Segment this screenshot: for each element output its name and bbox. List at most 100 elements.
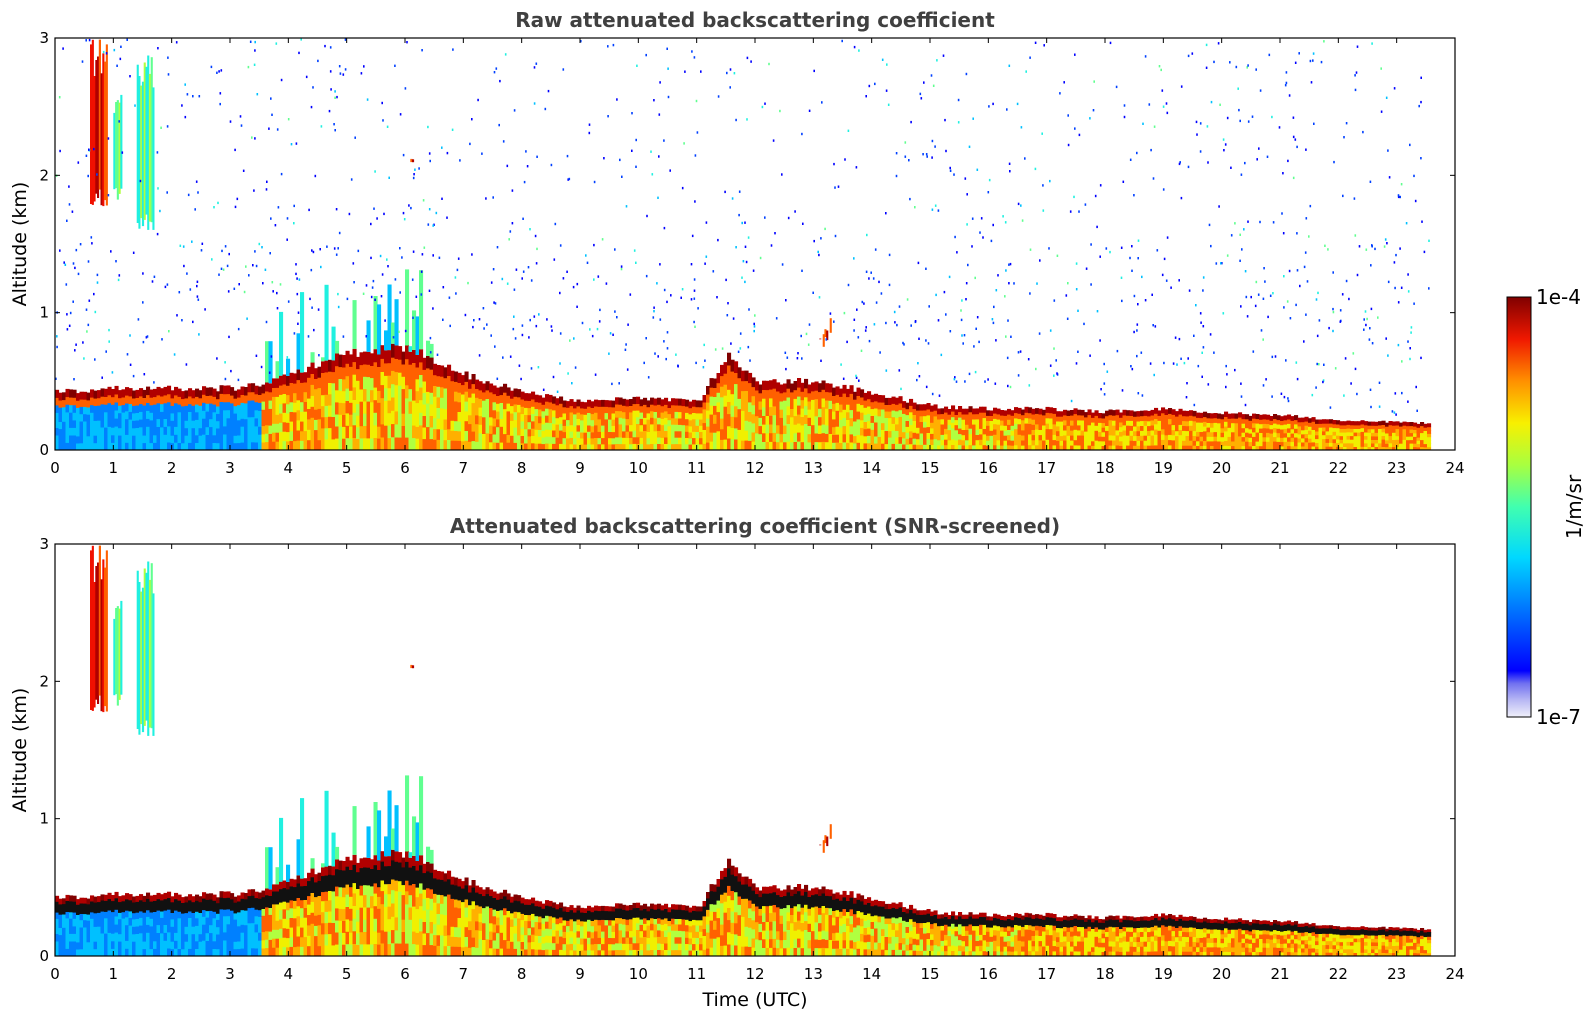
noise-cell <box>730 342 732 345</box>
aerosol-cell <box>1070 420 1075 426</box>
noise-cell <box>1294 138 1297 141</box>
noise-cell <box>1391 410 1394 413</box>
aerosol-cell <box>804 423 809 433</box>
noise-cell <box>415 295 418 298</box>
noise-cell <box>120 45 122 48</box>
aerosol-cell <box>1339 432 1344 437</box>
noise-cell <box>738 213 740 217</box>
aerosol-cell <box>510 427 515 436</box>
aerosol-cell <box>408 351 413 365</box>
noise-cell <box>1161 89 1164 92</box>
aerosol-cell <box>821 415 826 425</box>
aerosol-cell <box>380 410 385 425</box>
aerosol-cell <box>657 430 662 438</box>
aerosol-cell <box>1367 428 1372 433</box>
aerosol-cell <box>814 390 819 400</box>
aerosol-cell <box>1392 432 1397 437</box>
aerosol-cell <box>202 908 207 917</box>
aerosol-cell <box>107 426 112 435</box>
noise-cell <box>787 216 790 220</box>
aerosol-cell <box>1031 408 1036 415</box>
noise-cell <box>1244 161 1246 165</box>
aerosol-cell <box>737 429 742 441</box>
aerosol-cell <box>394 397 399 412</box>
aerosol-cell <box>244 402 249 412</box>
aerosol-cell <box>951 416 956 423</box>
cloud-cell <box>150 57 153 223</box>
plume-cell <box>391 322 396 344</box>
noise-cell <box>270 217 272 220</box>
aerosol-cell <box>1024 433 1029 440</box>
cloud-cell <box>118 102 121 194</box>
noise-cell <box>666 300 668 304</box>
aerosol-cell <box>1133 435 1138 441</box>
aerosol-cell <box>1196 431 1201 437</box>
aerosol-cell <box>618 410 623 418</box>
aerosol-cell <box>454 430 459 441</box>
aerosol-cell <box>475 388 480 398</box>
aerosol-cell <box>531 391 536 400</box>
aerosol-cell <box>1357 442 1362 447</box>
aerosol-cell <box>401 363 406 377</box>
noise-cell <box>513 315 515 318</box>
noise-cell <box>300 38 302 41</box>
aerosol-cell <box>443 408 448 420</box>
aerosol-cell <box>1227 422 1232 428</box>
aerosol-cell <box>748 430 753 441</box>
noise-cell <box>511 222 514 225</box>
aerosol-cell <box>359 413 364 427</box>
aerosol-cell <box>1364 435 1369 440</box>
x-tick-label: 22 <box>1329 459 1348 477</box>
aerosol-cell <box>93 405 98 414</box>
noise-cell <box>605 282 608 285</box>
aerosol-cell <box>506 387 511 396</box>
noise-cell <box>1053 347 1055 350</box>
noise-cell <box>744 221 746 224</box>
noise-cell <box>352 262 355 265</box>
aerosol-cell <box>100 909 105 919</box>
aerosol-cell <box>506 410 511 420</box>
aerosol-cell <box>314 439 319 450</box>
aerosol-cell <box>1248 424 1253 430</box>
aerosol-cell <box>1168 444 1173 450</box>
noise-cell <box>925 267 927 270</box>
noise-cell <box>931 139 934 143</box>
aerosol-cell <box>1210 417 1215 424</box>
noise-cell <box>753 322 755 326</box>
aerosol-cell <box>1332 423 1337 429</box>
aerosol-cell <box>79 941 84 950</box>
aerosol-cell <box>1224 426 1229 432</box>
aerosol-cell <box>380 384 385 399</box>
aerosol-cell <box>1049 439 1054 446</box>
aerosol-cell <box>699 419 704 426</box>
aerosol-cell <box>1416 440 1421 445</box>
noise-cell <box>210 65 213 69</box>
noise-cell <box>376 217 378 220</box>
aerosol-cell <box>496 426 501 435</box>
aerosol-cell <box>695 419 700 426</box>
aerosol-cell <box>114 410 119 419</box>
cloud-cell <box>93 76 96 202</box>
noise-cell <box>834 234 837 238</box>
noise-cell <box>1020 126 1023 129</box>
aerosol-cell <box>1381 446 1386 450</box>
aerosol-cell <box>667 419 672 427</box>
noise-cell <box>967 263 969 267</box>
aerosol-cell <box>489 383 494 393</box>
aerosol-cell <box>464 410 469 422</box>
aerosol-cell <box>1087 414 1092 421</box>
noise-cell <box>896 323 898 327</box>
aerosol-cell <box>146 410 151 419</box>
aerosol-cell <box>916 404 921 411</box>
aerosol-cell <box>909 418 914 426</box>
aerosol-cell <box>1038 413 1043 420</box>
aerosol-cell <box>1056 411 1061 417</box>
noise-cell <box>1219 103 1221 106</box>
aerosol-cell <box>1213 445 1218 450</box>
aerosol-cell <box>1287 432 1292 438</box>
aerosol-cell <box>58 948 63 956</box>
aerosol-cell <box>762 415 767 425</box>
aerosol-cell <box>1192 420 1197 427</box>
aerosol-cell <box>121 933 126 942</box>
noise-cell <box>938 394 941 397</box>
